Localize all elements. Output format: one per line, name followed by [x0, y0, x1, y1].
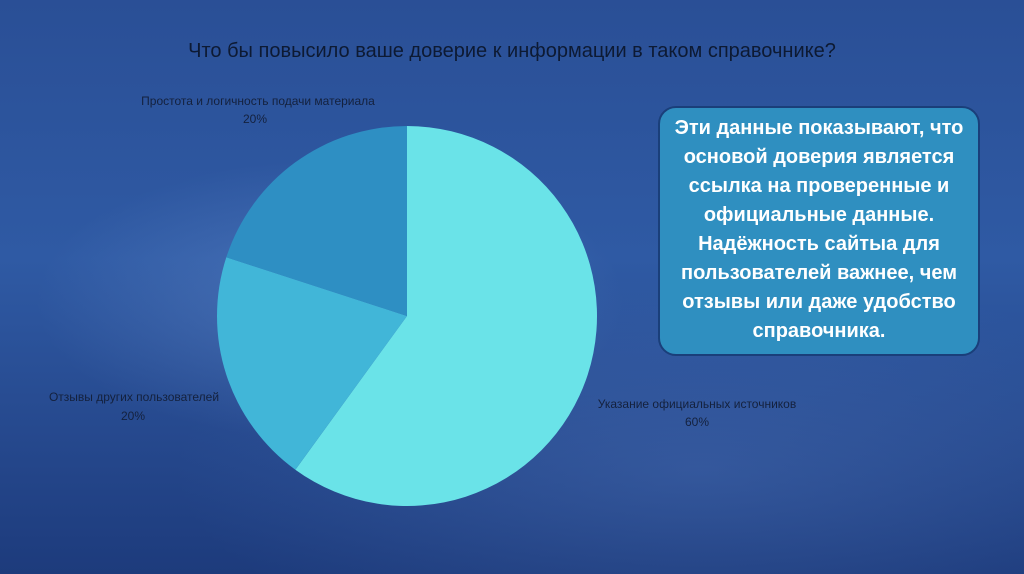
pie-slice-simplicity [226, 126, 407, 316]
pie-slice-official [295, 126, 598, 506]
slice-label-simplicity: Простота и логичность подачи материала [141, 94, 375, 108]
label-top: Простота и логичность подачи материала 2… [141, 94, 375, 126]
callout-box [658, 106, 980, 356]
slice-label-reviews: Отзывы других пользователей [49, 390, 219, 404]
slice-value-simplicity: 20% [243, 112, 267, 126]
label-left: Отзывы других пользователей 20% [49, 390, 219, 423]
slice-value-reviews: 20% [121, 409, 145, 423]
pie-slice-reviews [217, 257, 407, 470]
chart-title: Что бы повысило ваше доверие к информаци… [188, 40, 836, 62]
slice-label-official: Указание официальных источников [598, 397, 796, 411]
slice-value-official: 60% [685, 415, 709, 429]
label-right: Указание официальных источников 60% [598, 397, 796, 429]
callout-text: Эти данные показывают, что основой довер… [674, 117, 964, 342]
